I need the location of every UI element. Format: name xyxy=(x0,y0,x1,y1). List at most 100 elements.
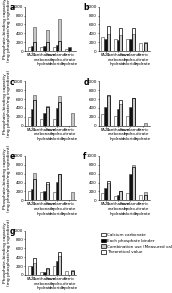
Bar xyxy=(43,46,46,51)
Y-axis label: Phosphate-binding capacity
(mg phosphate/mg ingredient): Phosphate-binding capacity (mg phosphate… xyxy=(3,144,11,212)
Bar xyxy=(114,196,117,200)
Bar xyxy=(71,192,74,200)
Bar xyxy=(114,116,117,126)
Bar xyxy=(46,268,49,275)
Bar xyxy=(129,174,132,200)
Bar xyxy=(132,98,135,126)
Bar xyxy=(53,266,56,275)
Bar xyxy=(46,30,49,51)
Bar xyxy=(132,165,135,200)
Bar xyxy=(119,191,122,200)
Bar xyxy=(58,174,61,200)
Bar xyxy=(33,42,36,51)
Bar xyxy=(40,120,43,126)
Bar xyxy=(33,179,36,200)
Bar xyxy=(46,42,49,51)
Bar xyxy=(101,37,104,51)
Bar xyxy=(144,42,147,51)
Y-axis label: Phosphate-binding capacity
(mg phosphate/mg ingredient): Phosphate-binding capacity (mg phosphate… xyxy=(3,70,11,137)
Bar xyxy=(107,34,110,51)
Bar xyxy=(33,263,36,275)
Bar xyxy=(28,266,31,275)
Bar xyxy=(28,190,31,200)
Bar xyxy=(58,252,61,275)
Bar xyxy=(107,96,110,126)
Bar xyxy=(71,270,74,275)
Text: c: c xyxy=(10,78,14,87)
Bar xyxy=(129,108,132,126)
Bar xyxy=(56,261,58,275)
Bar xyxy=(43,190,46,200)
Bar xyxy=(56,45,58,51)
Bar xyxy=(107,183,110,200)
Bar xyxy=(56,182,58,200)
Bar xyxy=(58,256,61,275)
Bar xyxy=(114,39,117,51)
Bar xyxy=(126,116,129,126)
Bar xyxy=(46,107,49,126)
Bar xyxy=(28,47,31,51)
Bar xyxy=(119,28,122,51)
Bar xyxy=(56,108,58,126)
Bar xyxy=(129,40,132,51)
Bar xyxy=(33,27,36,51)
Bar xyxy=(68,47,71,51)
Bar xyxy=(53,192,56,200)
Bar xyxy=(107,181,110,200)
Text: d: d xyxy=(83,78,89,87)
Bar xyxy=(31,46,33,51)
Text: g: g xyxy=(10,227,15,236)
Bar xyxy=(58,41,61,51)
Bar xyxy=(132,167,135,200)
Bar xyxy=(58,174,61,200)
Bar xyxy=(33,173,36,200)
Bar xyxy=(40,47,43,51)
Bar xyxy=(119,100,122,126)
Bar xyxy=(31,266,33,275)
Bar xyxy=(58,102,61,126)
Bar xyxy=(33,95,36,126)
Bar xyxy=(46,184,49,200)
Bar xyxy=(126,39,129,51)
Text: e: e xyxy=(10,152,15,161)
Bar xyxy=(119,35,122,51)
Bar xyxy=(119,191,122,200)
Bar xyxy=(119,104,122,126)
Bar xyxy=(144,42,147,51)
Bar xyxy=(46,106,49,126)
Bar xyxy=(132,34,135,51)
Bar xyxy=(107,26,110,51)
Bar xyxy=(117,109,119,126)
Bar xyxy=(43,113,46,126)
Bar xyxy=(31,109,33,126)
Bar xyxy=(33,258,36,275)
Bar xyxy=(101,193,104,200)
Bar xyxy=(144,195,147,200)
Bar xyxy=(53,47,56,51)
Bar xyxy=(144,192,147,200)
Bar xyxy=(46,268,49,275)
Bar xyxy=(132,98,135,126)
Bar xyxy=(144,123,147,126)
Bar xyxy=(65,49,68,51)
Bar xyxy=(117,40,119,51)
Bar xyxy=(43,272,46,275)
Bar xyxy=(71,271,74,275)
Bar xyxy=(104,107,107,126)
Bar xyxy=(132,28,135,51)
Bar xyxy=(58,96,61,126)
Bar xyxy=(58,19,61,51)
Bar xyxy=(31,189,33,200)
Bar xyxy=(53,119,56,126)
Bar xyxy=(33,100,36,126)
Legend: Calcium carbonate, Each phosphate binder, Combination use (Measured value), Theo: Calcium carbonate, Each phosphate binder… xyxy=(101,233,172,254)
Y-axis label: Phosphate-binding capacity
(mg phosphate/mg ingredient): Phosphate-binding capacity (mg phosphate… xyxy=(3,219,11,286)
Bar xyxy=(40,272,43,275)
Bar xyxy=(28,117,31,126)
Bar xyxy=(104,40,107,51)
Bar xyxy=(139,195,142,200)
Bar xyxy=(65,271,68,275)
Text: b: b xyxy=(83,3,89,12)
Bar xyxy=(101,114,104,126)
Bar xyxy=(107,95,110,126)
